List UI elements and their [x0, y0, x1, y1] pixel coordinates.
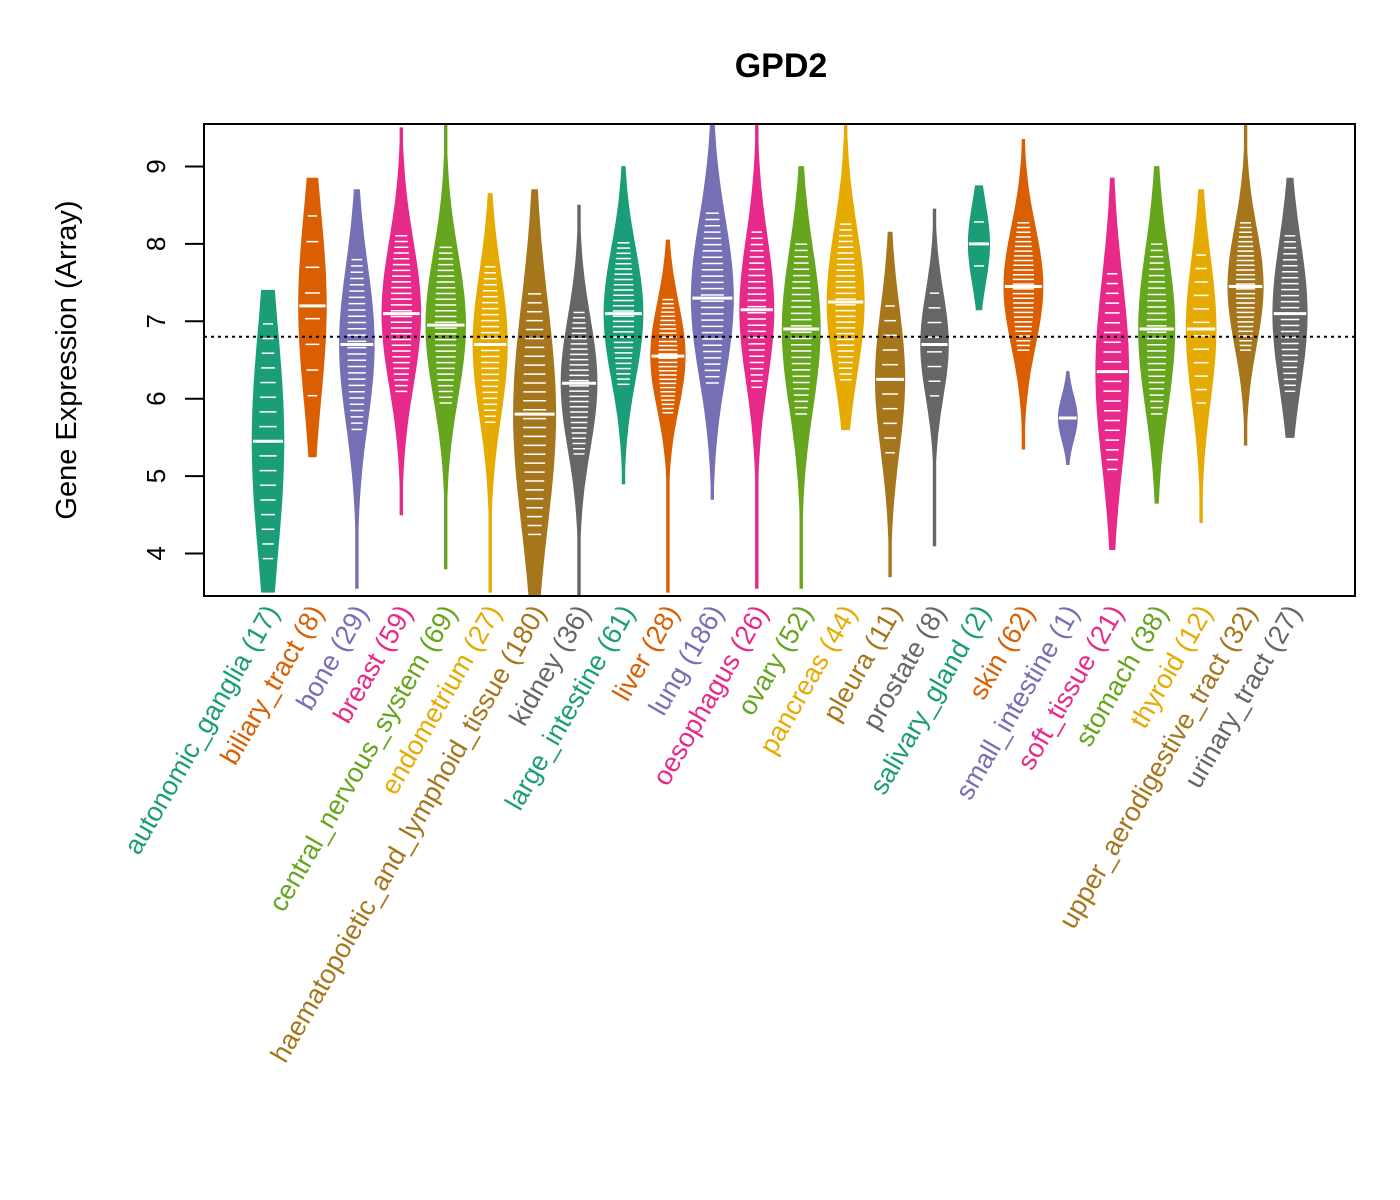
- violin-body: [298, 177, 327, 458]
- violin-oesophagus: [739, 123, 775, 589]
- violin-pancreas: [826, 123, 865, 431]
- y-tick-label: 5: [141, 469, 171, 483]
- violin-body: [381, 127, 422, 516]
- violin-body: [781, 166, 821, 589]
- violin-body: [513, 189, 557, 597]
- violin-lung: [690, 123, 734, 500]
- violin-breast: [381, 127, 422, 516]
- violin-stomach: [1138, 166, 1176, 504]
- violin-thyroid: [1185, 189, 1217, 523]
- violin-body: [425, 123, 467, 570]
- violin-haematopoietic-and-lymphoid-tissue: [513, 189, 557, 597]
- violin-large-intestine: [603, 166, 644, 485]
- violin-endometrium: [472, 193, 508, 593]
- violin-small-intestine: [1058, 371, 1078, 465]
- violin-autonomic-ganglia: [251, 289, 285, 593]
- violin-central-nervous-system: [425, 123, 467, 570]
- violin-skin: [1003, 139, 1044, 450]
- chart-title: GPD2: [735, 47, 828, 85]
- plot-frame: [203, 123, 1356, 597]
- violin-body: [690, 123, 734, 500]
- violin-ovary: [781, 166, 821, 589]
- violin-body: [920, 208, 949, 547]
- violin-soft-tissue: [1095, 177, 1130, 551]
- y-tick-label: 8: [141, 237, 171, 251]
- violin-body: [1185, 189, 1217, 523]
- y-tick-label: 6: [141, 391, 171, 405]
- violin-body: [1095, 177, 1130, 551]
- violin-body: [826, 123, 865, 431]
- violin-body: [339, 189, 375, 589]
- y-tick-label: 9: [141, 159, 171, 173]
- violin-kidney: [560, 204, 598, 597]
- violin-body: [560, 204, 598, 597]
- category-count: (27): [1253, 600, 1307, 663]
- violin-pleura: [875, 231, 906, 578]
- violin-upper-aerodigestive-tract: [1227, 123, 1264, 446]
- violin-biliary-tract: [298, 177, 327, 458]
- violin-bone: [339, 189, 375, 589]
- violin-liver: [650, 239, 686, 593]
- violins: [251, 123, 1308, 597]
- violin-body: [603, 166, 644, 485]
- violin-urinary-tract: [1272, 177, 1308, 438]
- y-tick-label: 7: [141, 314, 171, 328]
- y-axis: 4 5 6 7 8 9: [141, 159, 204, 561]
- violin-body: [650, 239, 686, 593]
- x-axis-labels: autonomic_ganglia (17)biliary_tract (8)b…: [118, 600, 1307, 1067]
- violin-body: [967, 185, 990, 311]
- violin-prostate: [920, 208, 949, 547]
- y-axis-label: Gene Expression (Array): [51, 200, 83, 519]
- violin-body: [875, 231, 906, 578]
- violin-body: [1138, 166, 1176, 504]
- violin-salivary-gland: [967, 185, 990, 311]
- y-tick-label: 4: [141, 546, 171, 560]
